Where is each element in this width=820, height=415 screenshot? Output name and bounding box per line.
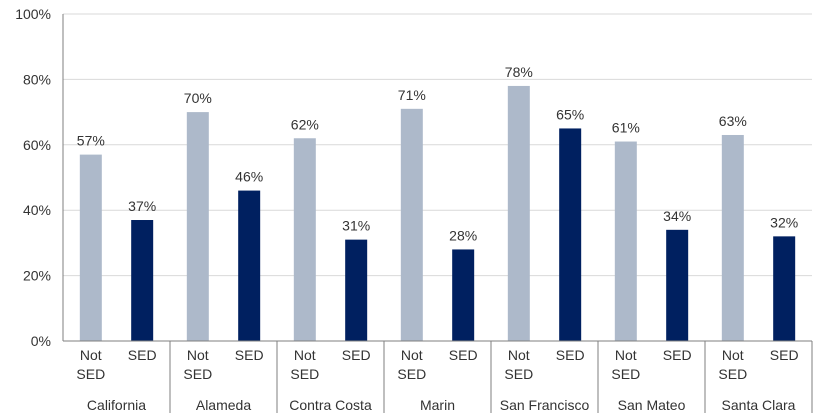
- data-label: 31%: [342, 218, 370, 234]
- x-axis: Not SED SED California Not SED SED Alameda Not SE…: [62, 14, 813, 413]
- x-subcategory-label: SED: [718, 366, 747, 382]
- bar-sed: [452, 249, 475, 341]
- y-tick-label: 60%: [23, 137, 51, 153]
- x-subcategory-label: SED: [663, 347, 692, 363]
- x-subcategory-label: Not: [80, 347, 102, 363]
- x-group-label: Alameda: [196, 397, 251, 413]
- data-label: 46%: [235, 169, 263, 185]
- x-subcategory-label: SED: [342, 347, 371, 363]
- y-tick-label: 20%: [23, 268, 51, 284]
- bar-not_sed: [507, 85, 530, 341]
- bars: [79, 85, 796, 341]
- bar-sed: [773, 236, 796, 341]
- x-subcategory-label: SED: [290, 366, 319, 382]
- x-group-label: California: [87, 397, 146, 413]
- x-subcategory-label: SED: [397, 366, 426, 382]
- bar-sed: [666, 229, 689, 341]
- bar-not_sed: [186, 112, 209, 341]
- gridlines: [63, 13, 812, 277]
- x-subcategory-label: Not: [722, 347, 744, 363]
- data-label: 62%: [291, 116, 319, 132]
- x-subcategory-label: SED: [235, 347, 264, 363]
- y-tick-label: 40%: [23, 202, 51, 218]
- x-subcategory-label: SED: [76, 366, 105, 382]
- bar-not_sed: [79, 154, 102, 341]
- x-group-label: Santa Clara: [722, 397, 796, 413]
- x-subcategory-label: SED: [611, 366, 640, 382]
- bar-not_sed: [721, 134, 744, 341]
- bar-sed: [238, 190, 261, 341]
- x-subcategory-label: SED: [770, 347, 799, 363]
- x-subcategory-label: SED: [183, 366, 212, 382]
- x-subcategory-label: Not: [294, 347, 316, 363]
- x-subcategory-label: Not: [401, 347, 423, 363]
- x-subcategory-label: SED: [504, 366, 533, 382]
- data-label: 70%: [184, 90, 212, 106]
- data-label: 34%: [663, 208, 691, 224]
- data-label: 28%: [449, 227, 477, 243]
- x-subcategory-label: SED: [128, 347, 157, 363]
- x-subcategory-label: Not: [615, 347, 637, 363]
- x-group-label: Marin: [420, 397, 455, 413]
- y-axis-ticks: 0% 20% 40% 60% 80% 100%: [15, 6, 51, 349]
- data-label: 63%: [719, 113, 747, 129]
- data-label: 65%: [556, 106, 584, 122]
- data-label: 32%: [770, 214, 798, 230]
- y-tick-label: 80%: [23, 71, 51, 87]
- bar-sed: [131, 220, 154, 341]
- bar-not_sed: [293, 138, 316, 341]
- bar-not_sed: [400, 108, 423, 341]
- x-subcategory-label: Not: [187, 347, 209, 363]
- x-group-label: Contra Costa: [289, 397, 372, 413]
- data-labels: 57% 37% 70% 46% 62% 31% 71% 28% 78% 65% 61% 34% 63% 3…: [77, 64, 798, 244]
- bar-sed: [559, 128, 582, 341]
- x-subcategory-label: SED: [556, 347, 585, 363]
- x-subcategory-label: SED: [449, 347, 478, 363]
- data-label: 57%: [77, 133, 105, 149]
- y-tick-label: 0%: [31, 333, 51, 349]
- x-subcategory-label: Not: [508, 347, 530, 363]
- data-label: 71%: [398, 87, 426, 103]
- bar-sed: [345, 239, 368, 341]
- data-label: 37%: [128, 198, 156, 214]
- bar-not_sed: [614, 141, 637, 341]
- data-label: 61%: [612, 120, 640, 136]
- x-group-label: San Francisco: [500, 397, 590, 413]
- data-label: 78%: [505, 64, 533, 80]
- y-tick-label: 100%: [15, 6, 51, 22]
- x-group-label: San Mateo: [618, 397, 686, 413]
